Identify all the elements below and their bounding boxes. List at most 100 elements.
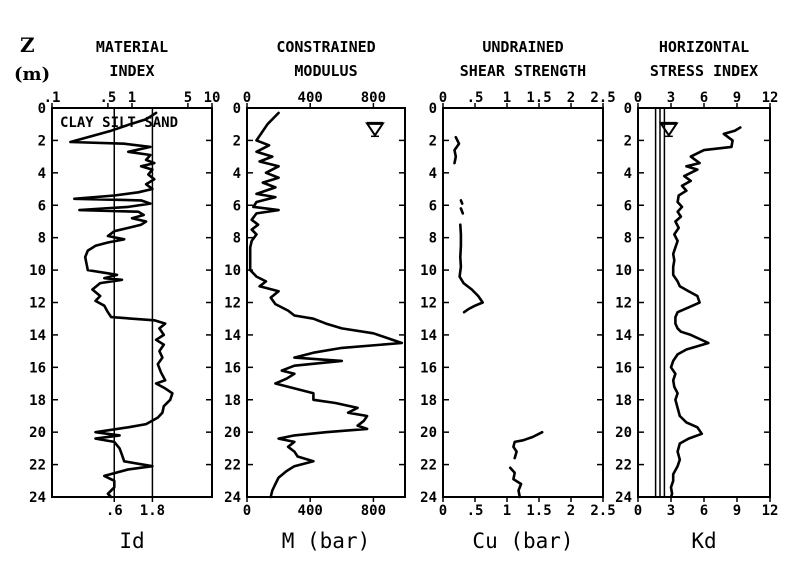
- data-line-segment: [69, 111, 174, 499]
- top-tick-label: 1: [128, 90, 136, 106]
- depth-tick-label: 18: [29, 393, 46, 409]
- depth-tick-label: 22: [29, 458, 46, 474]
- depth-tick-label: 6: [429, 198, 437, 214]
- panel-frame: [637, 107, 771, 498]
- depth-tick-label: 22: [224, 458, 241, 474]
- x-axis-label: Cu (bar): [472, 529, 573, 553]
- depth-tick-label: 0: [38, 101, 46, 117]
- depth-tick-label: 12: [224, 296, 241, 312]
- panel-frame: [442, 107, 604, 498]
- depth-tick-label: 2: [38, 133, 46, 149]
- bottom-tick-label: 3: [667, 503, 675, 519]
- top-tick-label: 0: [243, 90, 251, 106]
- depth-tick-label: 10: [29, 263, 46, 279]
- panel-title-line: SHEAR STRENGTH: [460, 62, 586, 80]
- depth-tick-label: 8: [624, 231, 632, 247]
- data-line-segment: [453, 135, 461, 165]
- water-table-icon: [365, 122, 385, 138]
- depth-tick-label: 12: [615, 296, 632, 312]
- panel-title-line: CONSTRAINED: [276, 38, 375, 56]
- bottom-tick-label: 0: [243, 503, 251, 519]
- data-line-segment: [508, 466, 523, 499]
- depth-tick-label: 10: [420, 263, 437, 279]
- data-line-segment: [459, 199, 464, 205]
- top-tick-label: 5: [184, 90, 192, 106]
- depth-tick-label: 12: [29, 296, 46, 312]
- depth-tick-label: 2: [233, 133, 241, 149]
- top-tick-label: .5: [467, 90, 484, 106]
- depth-tick-label: 18: [615, 393, 632, 409]
- bottom-tick-label: 2: [567, 503, 575, 519]
- depth-tick-label: 18: [224, 393, 241, 409]
- depth-axis-title: Z: [20, 33, 35, 57]
- panel-title-line: INDEX: [109, 62, 154, 80]
- bottom-tick-label: 9: [733, 503, 741, 519]
- depth-tick-label: 14: [420, 328, 437, 344]
- bottom-tick-label: 2.5: [590, 503, 615, 519]
- top-tick-label: 10: [204, 90, 221, 106]
- x-axis-label: Id: [119, 529, 144, 553]
- top-tick-label: 1: [503, 90, 511, 106]
- bottom-tick-label: 1.8: [140, 503, 165, 519]
- bottom-tick-label: .6: [106, 503, 123, 519]
- panel-title-line: MATERIAL: [96, 38, 168, 56]
- depth-tick-label: 6: [233, 198, 241, 214]
- depth-tick-label: 4: [38, 166, 46, 182]
- bottom-tick-label: 0: [634, 503, 642, 519]
- depth-tick-label: 24: [224, 490, 241, 506]
- data-line-segment: [458, 223, 484, 314]
- top-tick-label: 800: [361, 90, 386, 106]
- depth-tick-label: 8: [429, 231, 437, 247]
- panel-3: UNDRAINED SHEAR STRENGTH 0 .5 1 1.5 2 2.5 0 .5 1 1.…: [420, 38, 616, 553]
- top-tick-label: 2.5: [590, 90, 615, 106]
- top-tick-label: .1: [44, 90, 61, 106]
- depth-tick-label: 10: [615, 263, 632, 279]
- depth-tick-label: 4: [233, 166, 241, 182]
- depth-tick-label: 6: [38, 198, 46, 214]
- depth-tick-label: 4: [624, 166, 632, 182]
- depth-tick-label: 24: [420, 490, 437, 506]
- top-tick-label: 2: [567, 90, 575, 106]
- depth-tick-label: 24: [615, 490, 632, 506]
- top-tick-label: 1.5: [526, 90, 551, 106]
- depth-tick-label: 10: [224, 263, 241, 279]
- depth-tick-label: 2: [429, 133, 437, 149]
- bottom-tick-label: .5: [467, 503, 484, 519]
- depth-tick-label: 6: [624, 198, 632, 214]
- top-tick-label: 0: [634, 90, 642, 106]
- bottom-tick-label: 0: [439, 503, 447, 519]
- depth-tick-label: 16: [420, 360, 437, 376]
- x-axis-label: M (bar): [282, 529, 371, 553]
- top-tick-label: 0: [439, 90, 447, 106]
- top-tick-label: 3: [667, 90, 675, 106]
- depth-tick-label: 16: [224, 360, 241, 376]
- depth-tick-label: 2: [624, 133, 632, 149]
- panel-title-line: UNDRAINED: [482, 38, 563, 56]
- depth-tick-label: 8: [233, 231, 241, 247]
- depth-tick-label: 18: [420, 393, 437, 409]
- depth-tick-label: 14: [615, 328, 632, 344]
- panel-title-line: STRESS INDEX: [650, 62, 758, 80]
- depth-tick-label: 24: [29, 490, 46, 506]
- top-tick-label: 400: [298, 90, 323, 106]
- bottom-tick-label: 6: [700, 503, 708, 519]
- depth-tick-label: 16: [615, 360, 632, 376]
- depth-tick-label: 4: [429, 166, 437, 182]
- panel-title-line: HORIZONTAL: [659, 38, 749, 56]
- bottom-tick-label: 12: [762, 503, 779, 519]
- depth-tick-label: 20: [420, 425, 437, 441]
- top-tick-label: .5: [99, 90, 116, 106]
- bottom-tick-label: 1: [503, 503, 511, 519]
- depth-tick-label: 8: [38, 231, 46, 247]
- bottom-tick-label: 800: [361, 503, 386, 519]
- depth-tick-label: 20: [29, 425, 46, 441]
- depth-tick-label: 0: [429, 101, 437, 117]
- depth-tick-label: 22: [615, 458, 632, 474]
- depth-tick-label: 0: [624, 101, 632, 117]
- bottom-tick-label: 1.5: [526, 503, 551, 519]
